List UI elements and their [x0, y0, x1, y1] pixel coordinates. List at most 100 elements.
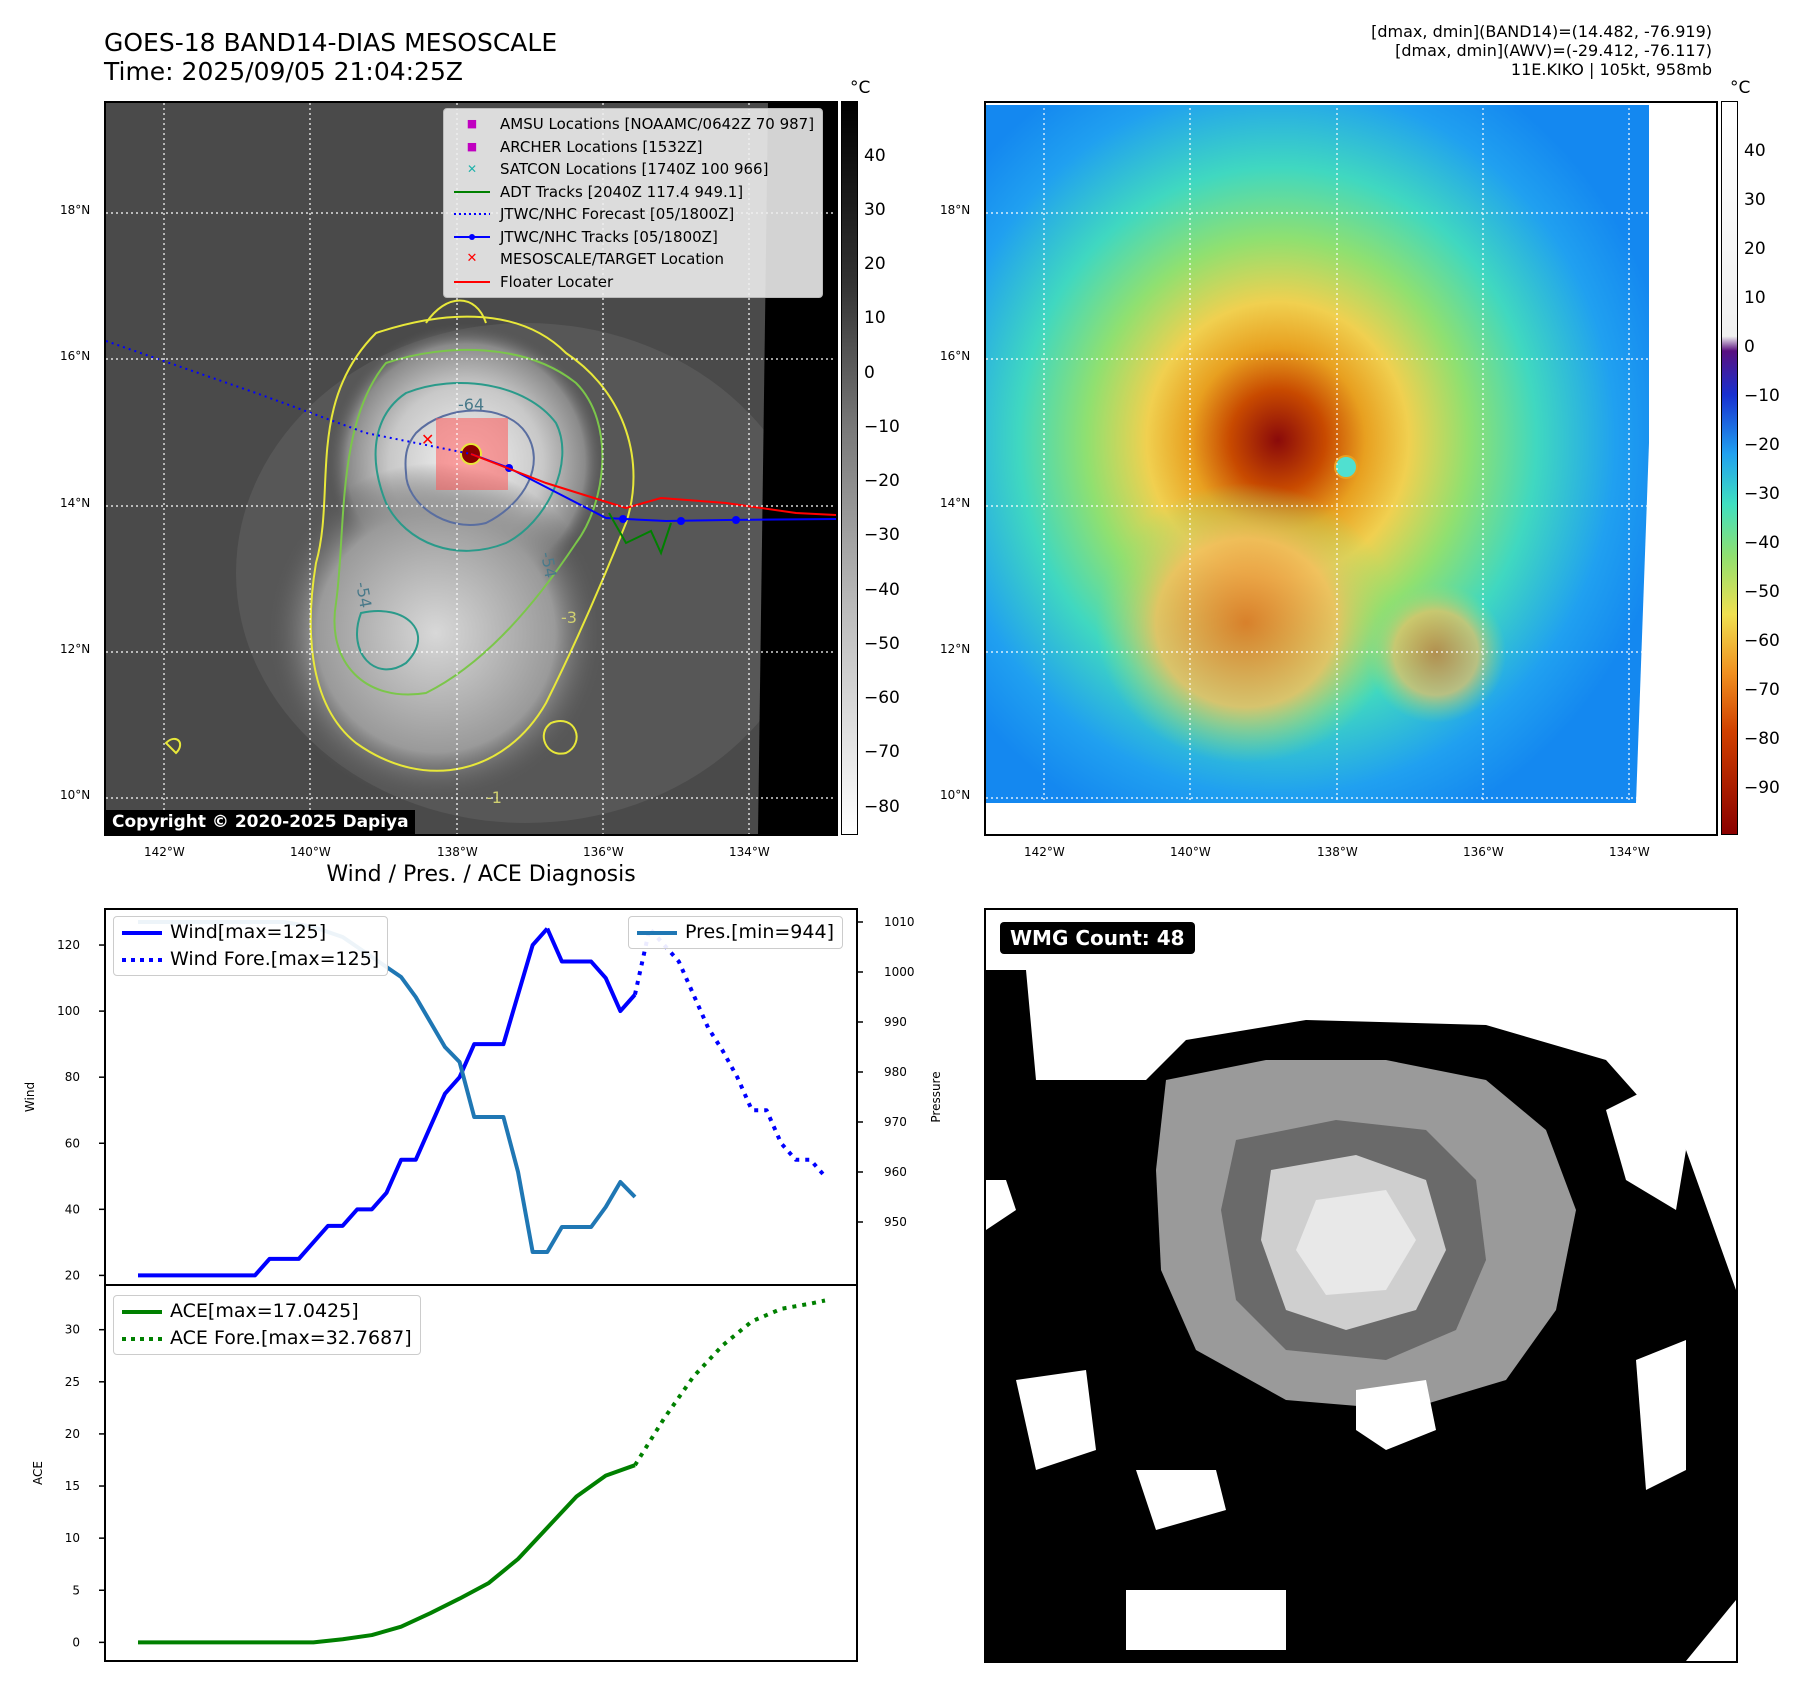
wmg-image	[986, 970, 1736, 1661]
cb-tick: −90	[1744, 778, 1780, 798]
ir-map-panel: ✕ -64 -54 -54 -3 -1 ■ AMSU Locations [NO…	[104, 101, 838, 836]
ace-forecast-line	[633, 1298, 826, 1467]
y-tick-label-right: 950	[884, 1215, 907, 1229]
forecast-track	[106, 340, 472, 455]
stats-line-1: [dmax, dmin](BAND14)=(14.482, -76.919)	[1371, 22, 1712, 41]
cb-tick: −50	[864, 634, 900, 654]
cb-tick: −30	[1744, 484, 1780, 504]
y-tick-label-right: 1000	[884, 965, 915, 979]
cb-tick: −60	[1744, 631, 1780, 651]
wmg-count-badge: WMG Count: 48	[1000, 922, 1195, 954]
cb-tick: 0	[864, 363, 875, 383]
ir-colorbar	[841, 101, 858, 835]
lon-label: 138°W	[437, 845, 478, 859]
contour-label: -54	[537, 550, 560, 579]
lon-label: 142°W	[144, 845, 185, 859]
lat-label: 16°N	[940, 349, 971, 363]
enhanced-colorbar-unit: °C	[1730, 78, 1751, 98]
cb-tick: 0	[1744, 337, 1755, 357]
contour-label: -3	[561, 608, 577, 627]
lon-label: 140°W	[290, 845, 331, 859]
legend-item-ace-forecast: ACE Fore.[max=32.7687]	[122, 1325, 412, 1352]
title-line-2: Time: 2025/09/05 21:04:25Z	[104, 57, 463, 86]
cb-tick: 40	[1744, 141, 1766, 161]
y-tick-label: 20	[65, 1427, 80, 1441]
lat-label: 12°N	[60, 642, 91, 656]
legend-item-satcon: ✕ SATCON Locations [1740Z 100 966]	[452, 158, 814, 181]
lat-label: 18°N	[940, 203, 971, 217]
diagnosis-title: Wind / Pres. / ACE Diagnosis	[326, 862, 636, 887]
ace-legend: ACE[max=17.0425] ACE Fore.[max=32.7687]	[113, 1295, 421, 1355]
y-tick-label: 25	[65, 1375, 80, 1389]
solid-line-icon	[637, 926, 677, 940]
adt-track	[608, 512, 672, 556]
lon-label: 134°W	[729, 845, 770, 859]
cross-marker-icon: ✕	[466, 251, 478, 266]
ir-legend: ■ AMSU Locations [NOAAMC/0642Z 70 987] ■…	[443, 108, 824, 298]
cb-tick: 20	[1744, 239, 1766, 259]
lat-label: 10°N	[940, 788, 971, 802]
y-tick-label-right: 1010	[884, 915, 915, 929]
lon-label: 136°W	[583, 845, 624, 859]
enhanced-map-panel	[984, 101, 1718, 836]
dotted-line-icon	[122, 1332, 162, 1346]
legend-item-amsu: ■ AMSU Locations [NOAAMC/0642Z 70 987]	[452, 113, 814, 136]
wind-legend: Wind[max=125] Wind Fore.[max=125]	[113, 916, 389, 976]
legend-item-pressure: Pres.[min=944]	[637, 919, 834, 946]
title-line-1: GOES-18 BAND14-DIAS MESOSCALE	[104, 28, 558, 57]
cb-tick: −30	[864, 525, 900, 545]
cb-tick: −80	[864, 797, 900, 817]
cb-tick: −10	[864, 417, 900, 437]
square-marker-icon: ■	[466, 139, 478, 153]
y-tick-label-right: 970	[884, 1115, 907, 1129]
ace-axis-label: ACE	[31, 1461, 45, 1485]
cb-tick: −40	[1744, 533, 1780, 553]
lat-label: 14°N	[60, 496, 91, 510]
legend-item-target: ✕ MESOSCALE/TARGET Location	[452, 248, 814, 271]
ir-colorbar-unit: °C	[850, 78, 871, 98]
solid-line-icon	[122, 926, 162, 940]
pressure-legend: Pres.[min=944]	[628, 916, 843, 949]
copyright-badge: Copyright © 2020-2025 Dapiya	[106, 810, 415, 834]
enhanced-map-image	[986, 103, 1716, 834]
lat-label: 16°N	[60, 349, 91, 363]
y-tick-label-right: 990	[884, 1015, 907, 1029]
y-tick-label: 5	[72, 1583, 80, 1597]
wind-series-line	[138, 927, 549, 1278]
y-tick-label: 40	[65, 1202, 80, 1216]
y-tick-label-right: 980	[884, 1065, 907, 1079]
wmg-panel: WMG Count: 48	[984, 908, 1738, 1663]
cb-tick: 20	[864, 254, 886, 274]
lon-label: 140°W	[1170, 845, 1211, 859]
stats-header: [dmax, dmin](BAND14)=(14.482, -76.919) […	[1371, 22, 1712, 79]
lon-label: 136°W	[1463, 845, 1504, 859]
dotted-line-icon	[122, 953, 162, 967]
cb-tick: −70	[1744, 680, 1780, 700]
cb-tick: −40	[864, 580, 900, 600]
legend-item-archer: ■ ARCHER Locations [1532Z]	[452, 136, 814, 159]
y-tick-label: 30	[65, 1323, 80, 1337]
lon-label: 138°W	[1317, 845, 1358, 859]
cb-tick: −20	[1744, 435, 1780, 455]
y-tick-label: 100	[57, 1004, 80, 1018]
stats-line-2: [dmax, dmin](AWV)=(-29.412, -76.117)	[1395, 41, 1712, 60]
solid-line-icon	[452, 275, 492, 289]
legend-item-ace: ACE[max=17.0425]	[122, 1298, 412, 1325]
lat-label: 10°N	[60, 788, 91, 802]
cb-tick: −80	[1744, 729, 1780, 749]
solid-line-icon	[452, 185, 492, 199]
floater-track	[470, 453, 836, 516]
cb-tick: 10	[864, 308, 886, 328]
contour-label: -64	[458, 395, 484, 414]
cb-tick: −50	[1744, 582, 1780, 602]
cb-tick: 30	[1744, 190, 1766, 210]
cb-tick: 40	[864, 146, 886, 166]
legend-item-tracks: JTWC/NHC Tracks [05/1800Z]	[452, 226, 814, 249]
contour-label: -54	[352, 580, 375, 609]
y-tick-label: 60	[65, 1136, 80, 1150]
solid-line-icon	[122, 1305, 162, 1319]
y-tick-label: 120	[57, 938, 80, 952]
y-tick-label-right: 960	[884, 1165, 907, 1179]
legend-item-adt: ADT Tracks [2040Z 117.4 949.1]	[452, 181, 814, 204]
pressure-axis-label: Pressure	[929, 1071, 943, 1122]
